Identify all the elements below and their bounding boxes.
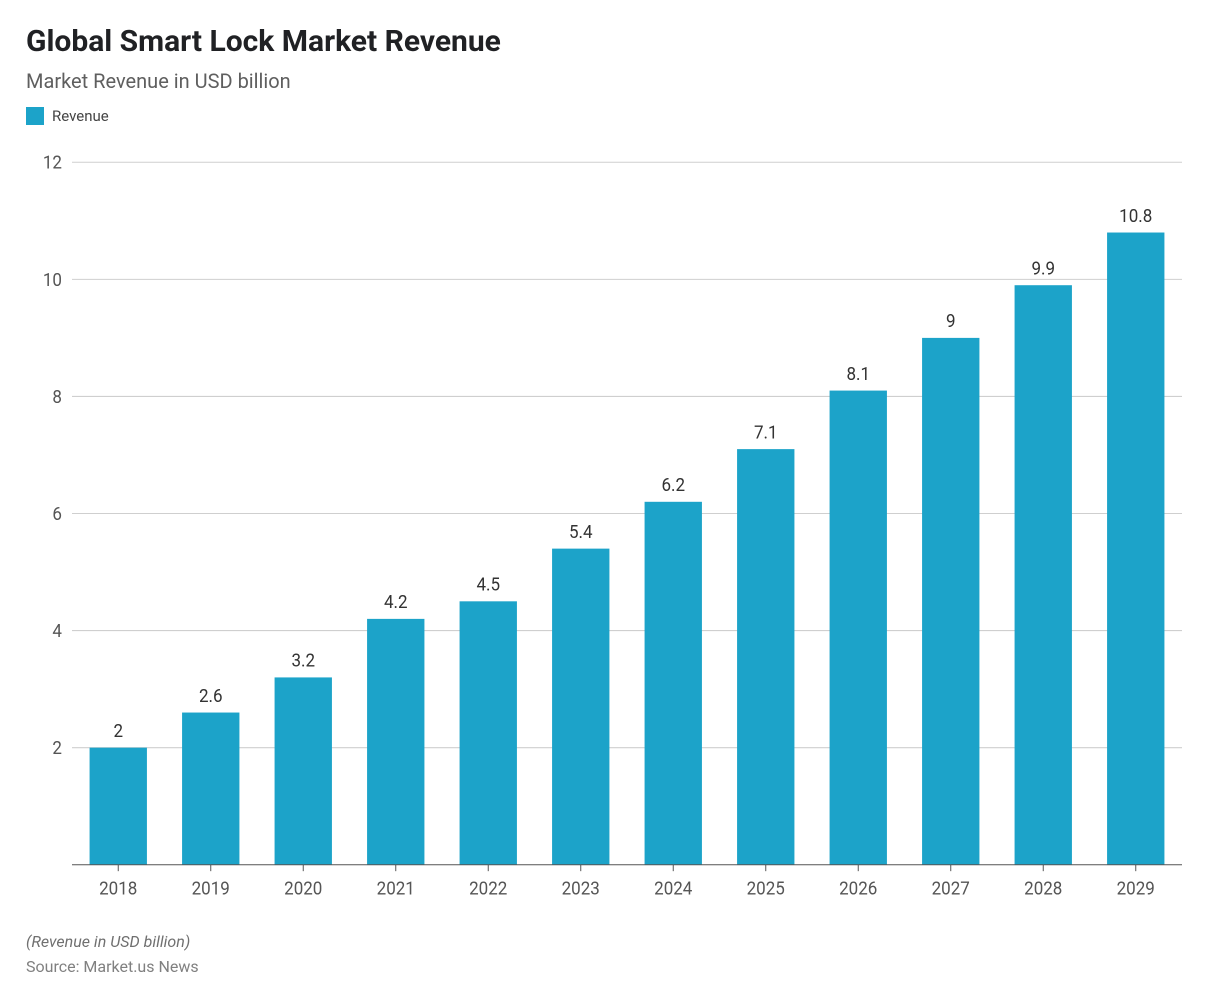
- x-tick-label: 2028: [1024, 879, 1062, 900]
- x-tick-label: 2027: [932, 879, 970, 900]
- bar: [1015, 285, 1072, 865]
- bar-value-label: 2.6: [199, 686, 223, 707]
- bar-chart: 2 4 6 8 10 12 2 2018 2.6 2019 3.2 2020 4.2 2021 4.5 202…: [26, 143, 1194, 914]
- x-tick-label: 2029: [1117, 879, 1155, 900]
- bar-value-label: 10.8: [1119, 206, 1152, 227]
- footer-source: Source: Market.us News: [26, 957, 1194, 976]
- page-container: Global Smart Lock Market Revenue Market …: [0, 0, 1220, 994]
- x-tick-label: 2018: [99, 879, 137, 900]
- bar: [90, 748, 147, 865]
- x-tick-label: 2025: [747, 879, 785, 900]
- bar: [552, 549, 609, 865]
- x-tick-label: 2019: [192, 879, 230, 900]
- footer-note: (Revenue in USD billion): [26, 932, 1194, 951]
- bar-value-label: 7.1: [754, 423, 778, 444]
- bar-value-label: 6.2: [661, 476, 685, 497]
- bar-value-label: 9.9: [1031, 259, 1055, 280]
- legend-series-label: Revenue: [52, 107, 109, 125]
- y-tick-label: 10: [43, 270, 62, 291]
- x-tick-label: 2023: [562, 879, 600, 900]
- bar: [1107, 233, 1164, 865]
- legend-swatch-icon: [26, 107, 44, 125]
- chart-legend: Revenue: [26, 107, 1194, 125]
- bar: [922, 338, 979, 865]
- bar-value-label: 4.5: [476, 575, 500, 596]
- chart-subtitle: Market Revenue in USD billion: [26, 69, 1194, 93]
- bar: [367, 619, 424, 865]
- bar: [737, 449, 794, 865]
- bar: [182, 713, 239, 865]
- bar-value-label: 4.2: [384, 593, 408, 614]
- bar: [830, 391, 887, 865]
- y-tick-label: 2: [52, 739, 62, 760]
- bar-value-label: 3.2: [291, 651, 315, 672]
- chart-title: Global Smart Lock Market Revenue: [26, 24, 1194, 59]
- x-tick-label: 2020: [284, 879, 322, 900]
- chart-area: 2 4 6 8 10 12 2 2018 2.6 2019 3.2 2020 4.2 2021 4.5 202…: [26, 143, 1194, 914]
- bar: [645, 502, 702, 865]
- bar-value-label: 8.1: [846, 364, 870, 385]
- x-tick-label: 2022: [469, 879, 507, 900]
- bar: [275, 677, 332, 864]
- y-tick-label: 8: [52, 387, 62, 408]
- y-tick-label: 6: [52, 504, 62, 525]
- bar-value-label: 5.4: [569, 522, 593, 543]
- bar-value-label: 2: [113, 721, 123, 742]
- chart-footer: (Revenue in USD billion) Source: Market.…: [26, 932, 1194, 976]
- y-tick-label: 12: [43, 153, 62, 174]
- x-tick-label: 2021: [377, 879, 415, 900]
- x-tick-label: 2026: [839, 879, 877, 900]
- bar: [460, 601, 517, 864]
- y-tick-label: 4: [52, 622, 62, 643]
- bar-value-label: 9: [946, 312, 956, 333]
- x-tick-label: 2024: [654, 879, 692, 900]
